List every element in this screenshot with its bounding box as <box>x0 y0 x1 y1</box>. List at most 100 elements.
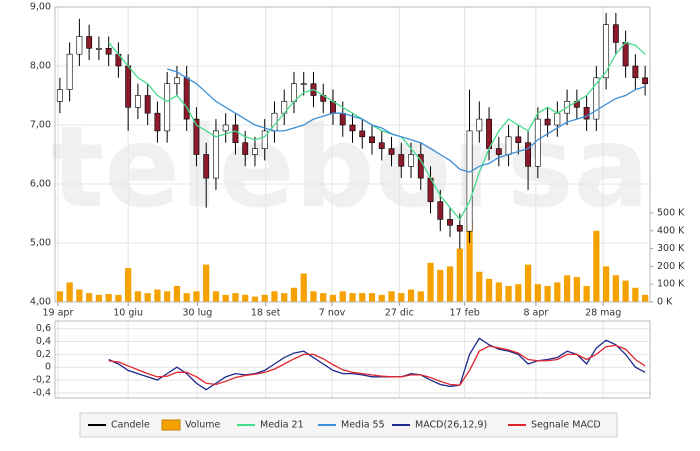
volume-bar <box>281 293 288 302</box>
volume-bar <box>554 282 561 302</box>
candle-body <box>95 47 102 50</box>
y2-tick-label: 500 K <box>657 207 685 218</box>
volume-bar <box>417 291 424 302</box>
candle-body <box>134 95 141 108</box>
x-tick-label: 8 apr <box>523 308 548 319</box>
volume-bar <box>105 293 112 302</box>
volume-bar <box>339 291 346 302</box>
volume-bar <box>563 275 571 302</box>
candle-body <box>447 219 453 226</box>
y2-tick-label: 300 K <box>657 243 685 254</box>
x-tick-label: 18 set <box>251 308 281 319</box>
volume-bar <box>583 285 590 302</box>
x-tick-label: 17 feb <box>450 308 480 319</box>
volume-bar <box>612 275 619 302</box>
candle-body <box>66 53 73 90</box>
candle-body <box>154 112 161 132</box>
candle-body <box>144 95 151 114</box>
volume-bar <box>476 271 483 302</box>
line-series <box>108 344 646 386</box>
candle-body <box>125 65 132 108</box>
legend-label[interactable]: Media 55 <box>341 420 385 431</box>
volume-bar <box>86 293 93 302</box>
y-tick-label: 8,00 <box>30 61 51 72</box>
candle-body <box>164 83 171 132</box>
candle-body <box>300 83 307 85</box>
volume-bar <box>300 273 307 302</box>
volume-bar <box>388 291 395 302</box>
legend-label[interactable]: Segnale MACD <box>531 420 601 431</box>
volume-bar <box>115 294 122 302</box>
candle-body <box>369 136 375 144</box>
volume-bar <box>212 291 220 302</box>
candle-body <box>86 36 93 49</box>
candle-body <box>76 36 83 55</box>
y2-tick-label: 200 K <box>657 261 685 272</box>
x-tick-label: 30 lug <box>183 308 213 319</box>
x-tick-label: 19 apr <box>42 308 73 319</box>
volume-bar <box>154 289 161 302</box>
volume-bar <box>544 285 551 302</box>
candle-body <box>378 142 385 149</box>
plot-frame <box>54 6 651 303</box>
candle-body <box>242 142 249 155</box>
candle-body <box>622 42 629 67</box>
candle-body <box>398 154 405 167</box>
volume-bar <box>573 277 580 302</box>
candle-body <box>349 124 356 132</box>
y2-tick-label: 400 K <box>657 225 685 236</box>
candle-body <box>193 118 200 155</box>
volume-bar <box>368 293 376 302</box>
candle-body <box>544 118 551 126</box>
y2-tick-label: 100 K <box>657 279 685 290</box>
volume-bar <box>642 294 649 302</box>
candle-body <box>252 148 258 155</box>
volume-bar <box>76 289 83 302</box>
volume-bar <box>290 287 298 302</box>
y-tick-label: 7,00 <box>30 120 51 131</box>
plot-frame <box>54 320 651 399</box>
volume-bar <box>310 291 317 302</box>
x-tick-label: 27 dic <box>385 308 414 319</box>
volume-bar <box>485 278 493 302</box>
x-tick-label: 7 nov <box>319 308 346 319</box>
volume-bar <box>125 268 132 302</box>
volume-bar <box>232 293 239 302</box>
candle-body <box>583 107 590 120</box>
candle-body <box>534 118 541 167</box>
volume-bar <box>329 294 337 302</box>
y-tick-label: -0,2 <box>32 375 51 386</box>
volume-bar <box>261 294 268 302</box>
volume-bar <box>593 230 600 302</box>
candle-body <box>632 65 639 79</box>
line-series <box>166 68 646 173</box>
candle-body <box>593 77 600 120</box>
candle-body <box>339 112 346 126</box>
candle-body <box>437 201 444 220</box>
y-tick-label: 6,00 <box>30 179 51 190</box>
candle-body <box>642 77 649 85</box>
candle-body <box>525 142 532 167</box>
volume-bar <box>427 262 434 302</box>
legend-swatch <box>161 419 181 431</box>
volume-bar <box>183 293 190 302</box>
legend-label[interactable]: MACD(26,12,9) <box>415 420 487 431</box>
y-tick-label: 0,2 <box>36 349 51 360</box>
legend-label[interactable]: Volume <box>185 420 220 431</box>
candle-body <box>232 124 239 144</box>
volume-bar <box>437 269 444 302</box>
volume-bar <box>378 294 385 302</box>
volume-bar <box>203 264 210 302</box>
y-tick-label: 9,00 <box>30 2 51 13</box>
volume-bar <box>407 289 415 302</box>
volume-bar <box>524 264 532 302</box>
y-tick-label: 0 <box>45 362 51 373</box>
candle-body <box>466 130 473 232</box>
volume-bar <box>495 282 502 302</box>
legend-label[interactable]: Media 21 <box>260 420 304 431</box>
x-tick-label: 10 giu <box>113 308 143 319</box>
volume-bar <box>144 293 151 302</box>
volume-bar <box>466 220 473 302</box>
legend-label[interactable]: Candele <box>111 420 150 431</box>
